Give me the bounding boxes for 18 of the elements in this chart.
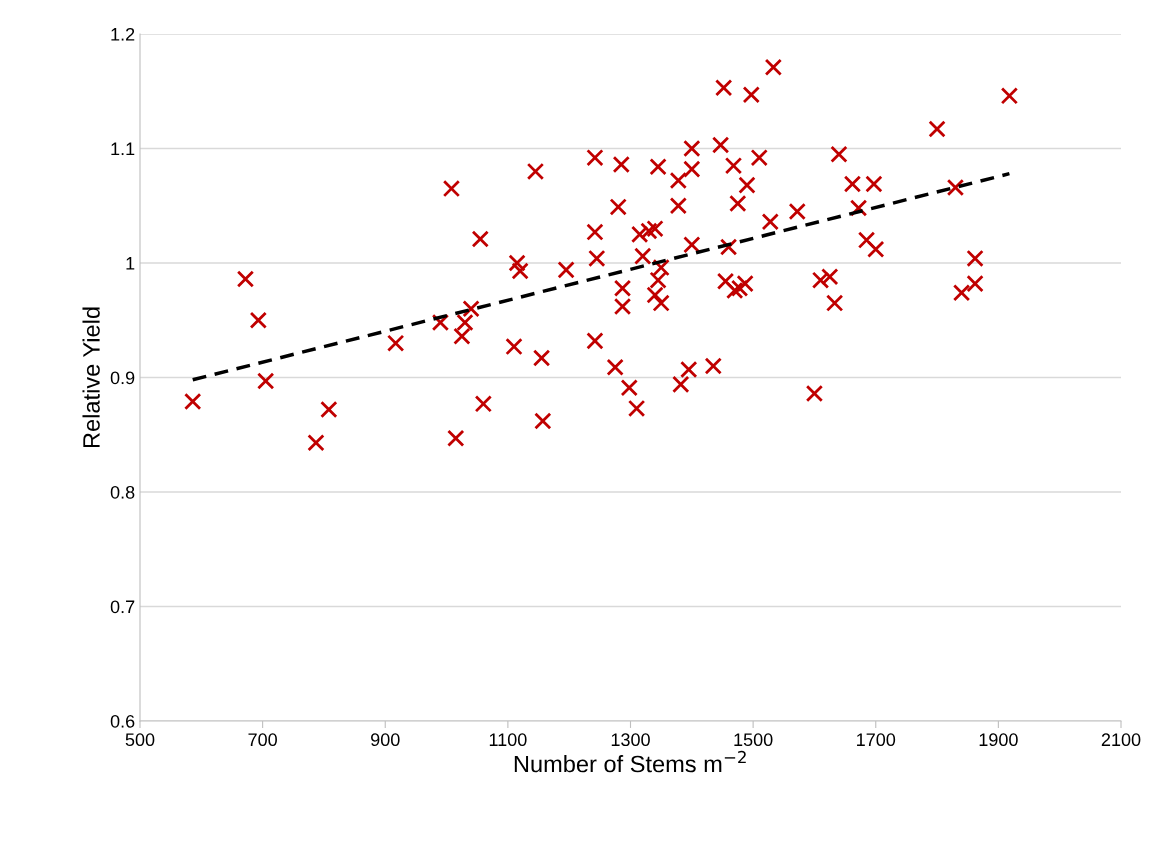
y-axis-title: Relative Yield (82, 307, 100, 448)
x-tick-label: 2100 (1101, 733, 1141, 747)
x-tick-label: 700 (248, 733, 277, 747)
y-tick-label: 0.6 (110, 714, 135, 728)
y-tick-label: 1 (126, 257, 135, 270)
x-tick-label: 500 (125, 733, 155, 747)
y-tick-label: 1.2 (111, 27, 135, 41)
x-tick-label: 1300 (611, 733, 650, 747)
x-tick-label: 1100 (489, 733, 527, 747)
x-tick-label: 900 (371, 733, 400, 747)
y-tick-label: 0.9 (110, 371, 135, 385)
y-tick-label: 0.7 (110, 600, 135, 614)
y-tick-label: 1.1 (111, 142, 135, 156)
x-tick-label: 1700 (857, 733, 896, 747)
x-tick-label: 1500 (734, 733, 773, 747)
x-tick-label: 1900 (979, 733, 1018, 747)
y-tick-label: 0.8 (110, 485, 135, 499)
x-axis-title: Number of Stems m$^{−2}$ (514, 750, 746, 773)
